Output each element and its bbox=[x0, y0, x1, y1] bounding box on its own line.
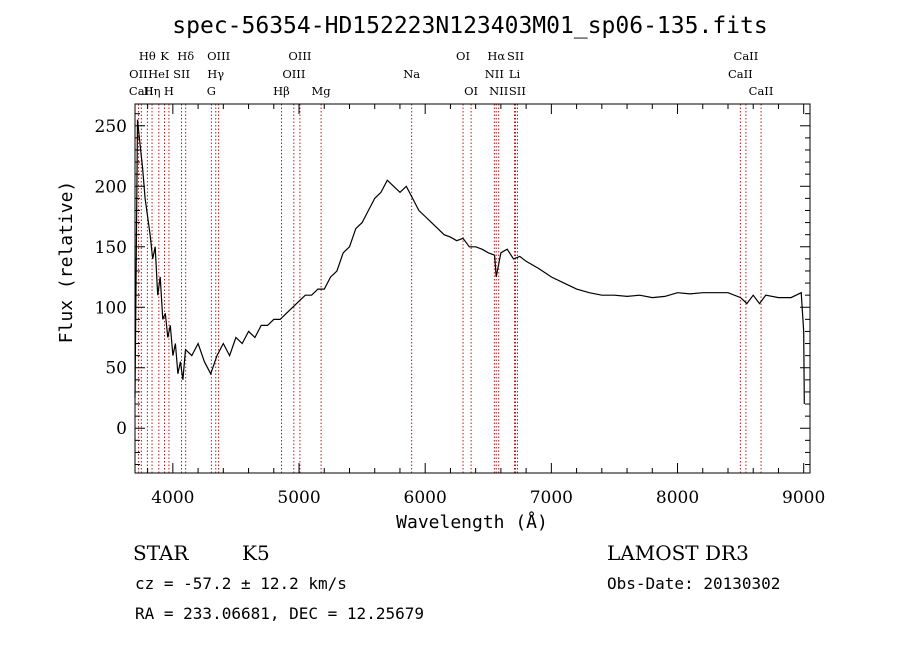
x-tick-label: 5000 bbox=[277, 488, 320, 508]
line-label-24: SII bbox=[509, 84, 526, 98]
line-label-13: OIII bbox=[282, 67, 305, 81]
line-label-21: NII bbox=[485, 67, 504, 81]
line-label-11: G bbox=[207, 84, 216, 98]
line-label-3: Hη bbox=[144, 84, 161, 98]
line-label-1: OII bbox=[129, 67, 148, 81]
line-label-0: Hθ bbox=[139, 49, 156, 63]
line-label-17: OI bbox=[456, 49, 470, 63]
x-tick-label: 7000 bbox=[530, 488, 573, 508]
chart-title: spec-56354-HD152223N123403M01_sp06-135.f… bbox=[172, 13, 767, 39]
y-axis-ticks: 0 50 100 150 200 250 bbox=[95, 113, 810, 466]
y-tick-label: 50 bbox=[105, 359, 127, 379]
line-label-19: Hα bbox=[487, 49, 505, 63]
line-label-15: Mg bbox=[312, 84, 332, 98]
y-axis-label: Flux (relative) bbox=[56, 181, 77, 344]
y-tick-label: 200 bbox=[95, 177, 127, 197]
line-label-7: H bbox=[164, 84, 174, 98]
line-label-27: CaII bbox=[749, 84, 774, 98]
x-tick-label: 4000 bbox=[151, 488, 194, 508]
redshift-value: cz = -57.2 ± 12.2 km/s bbox=[135, 574, 347, 593]
line-label-14: Hβ bbox=[273, 84, 290, 98]
line-label-5: HeI bbox=[148, 67, 169, 81]
spectrum-line bbox=[134, 119, 805, 405]
x-tick-label: 8000 bbox=[656, 488, 699, 508]
line-label-8: Hδ bbox=[177, 49, 194, 63]
line-label-22: Li bbox=[509, 67, 521, 81]
line-label-6: SII bbox=[173, 67, 190, 81]
x-tick-label: 6000 bbox=[404, 488, 447, 508]
x-axis-ticks: 4000 5000 6000 7000 8000 9000 bbox=[147, 104, 825, 508]
line-label-25: CaII bbox=[734, 49, 759, 63]
observation-date: Obs-Date: 20130302 bbox=[607, 574, 781, 593]
line-label-26: CaII bbox=[728, 67, 753, 81]
survey-name: LAMOST DR3 bbox=[607, 541, 749, 565]
spectrum-chart: spec-56354-HD152223N123403M01_sp06-135.f… bbox=[56, 13, 825, 533]
y-tick-label: 250 bbox=[95, 117, 127, 137]
object-class: STAR bbox=[133, 541, 189, 565]
line-label-2: CaII bbox=[129, 84, 154, 98]
line-label-16: Na bbox=[403, 67, 420, 81]
line-label-20: SII bbox=[507, 49, 524, 63]
plot-frame bbox=[134, 103, 811, 474]
coordinates: RA = 233.06681, DEC = 12.25679 bbox=[135, 604, 424, 623]
line-label-4: K bbox=[160, 49, 169, 63]
line-label-10: Hγ bbox=[207, 67, 224, 81]
y-tick-label: 100 bbox=[95, 298, 127, 318]
line-label-18: OI bbox=[464, 84, 478, 98]
x-tick-label: 9000 bbox=[782, 488, 825, 508]
line-label-23: NII bbox=[489, 84, 508, 98]
line-label-12: OIII bbox=[288, 49, 311, 63]
object-subclass: K5 bbox=[242, 541, 270, 565]
y-tick-label: 0 bbox=[116, 419, 127, 439]
line-label-9: OIII bbox=[207, 49, 230, 63]
line-markers bbox=[137, 104, 762, 473]
x-axis-label: Wavelength (Å) bbox=[396, 511, 548, 533]
y-tick-label: 150 bbox=[95, 238, 127, 258]
